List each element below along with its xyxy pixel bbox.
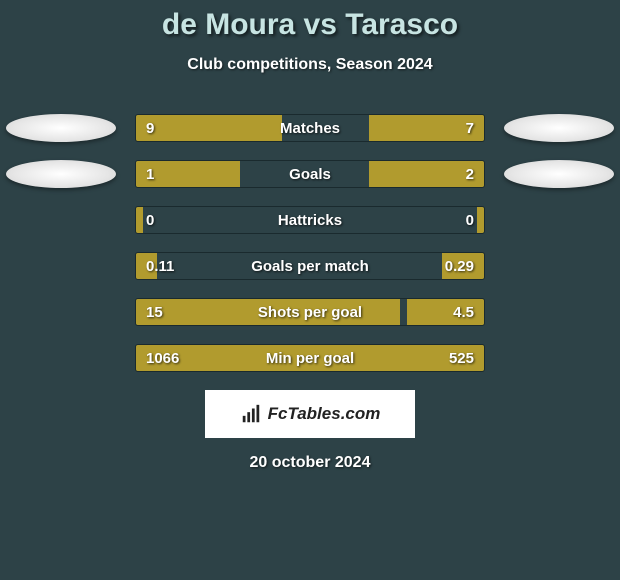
stat-label: Goals per match	[136, 253, 484, 281]
stat-label: Goals	[136, 161, 484, 189]
logo-text: FcTables.com	[268, 404, 381, 424]
bar-track: 97Matches	[135, 114, 485, 142]
stat-row: 97Matches	[0, 114, 620, 142]
comparison-widget: de Moura vs Tarasco Club competitions, S…	[0, 0, 620, 580]
stat-label: Hattricks	[136, 207, 484, 235]
stat-row: 00Hattricks	[0, 206, 620, 234]
stat-label: Min per goal	[136, 345, 484, 373]
player-oval-left	[6, 160, 116, 188]
logo-box[interactable]: FcTables.com	[205, 390, 415, 438]
page-subtitle: Club competitions, Season 2024	[0, 56, 620, 74]
stat-row: 1066525Min per goal	[0, 344, 620, 372]
chart-icon	[240, 403, 262, 425]
stat-row: 154.5Shots per goal	[0, 298, 620, 326]
stats-area: 97Matches 12Goals 00Hattricks 0.110.29Goals…	[0, 114, 620, 372]
stat-label: Shots per goal	[136, 299, 484, 327]
stat-row: 12Goals	[0, 160, 620, 188]
stat-row: 0.110.29Goals per match	[0, 252, 620, 280]
bar-track: 154.5Shots per goal	[135, 298, 485, 326]
player-oval-right	[504, 160, 614, 188]
bar-track: 00Hattricks	[135, 206, 485, 234]
bar-track: 1066525Min per goal	[135, 344, 485, 372]
stat-label: Matches	[136, 115, 484, 143]
bar-track: 12Goals	[135, 160, 485, 188]
page-title: de Moura vs Tarasco	[0, 8, 620, 42]
player-oval-right	[504, 114, 614, 142]
player-oval-left	[6, 114, 116, 142]
date-label: 20 october 2024	[0, 454, 620, 472]
bar-track: 0.110.29Goals per match	[135, 252, 485, 280]
